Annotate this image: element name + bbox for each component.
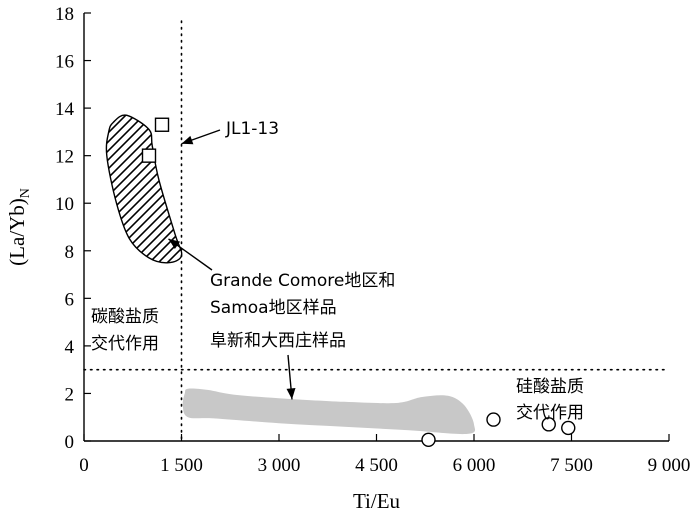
y-axis-title: (La/Yb)N xyxy=(5,188,33,266)
circle-marker xyxy=(541,417,556,432)
arrow-head xyxy=(286,388,296,400)
y-axis-title-main: (La/Yb) xyxy=(5,198,29,266)
annotation-arrows xyxy=(168,129,296,400)
y-tick-label: 16 xyxy=(55,52,74,73)
y-tick-label: 12 xyxy=(55,147,74,168)
x-tick-label: 6 000 xyxy=(453,455,496,476)
circle-marker xyxy=(486,412,501,427)
hatch-line xyxy=(433,75,660,302)
hatch-line xyxy=(397,75,624,302)
hatch-line xyxy=(352,75,579,302)
hatch-line xyxy=(190,75,417,302)
hatch-line xyxy=(217,75,444,302)
grande-comore-samoa-field xyxy=(105,114,183,264)
hatch-line xyxy=(108,115,182,263)
field-hatched-group xyxy=(0,75,669,302)
hatch-line xyxy=(307,75,534,302)
hatch-line xyxy=(180,115,182,263)
hatch-line xyxy=(162,115,182,263)
x-tick-label: 0 xyxy=(79,455,89,476)
x-axis-ticks: 0 1 500 3 000 4 500 6 000 7 500 9 000 xyxy=(79,434,690,476)
hatch-line xyxy=(334,75,561,302)
hatch-line xyxy=(0,75,94,302)
hatch-line xyxy=(442,75,669,302)
hatch-line xyxy=(153,115,182,263)
x-tick-label: 7 500 xyxy=(550,455,593,476)
hatch-line xyxy=(106,115,182,263)
x-tick-label: 9 000 xyxy=(648,455,691,476)
annotation-carbonate-1: 碳酸盐质 xyxy=(91,307,159,327)
arrow-head xyxy=(181,135,194,145)
hatch-line xyxy=(106,115,182,263)
hatch-line xyxy=(171,115,182,263)
circle-marker xyxy=(561,420,576,436)
y-tick-label: 14 xyxy=(55,99,75,120)
hatch-line xyxy=(271,75,498,302)
hatch-line xyxy=(289,75,516,302)
field-grey-group xyxy=(182,388,476,435)
x-axis-title: Ti/Eu xyxy=(353,489,401,513)
hatch-line xyxy=(106,115,182,263)
hatch-line xyxy=(106,115,182,263)
hatch-line xyxy=(106,115,182,263)
annotation-fuxin-dazhuang: 阜新和大西庄样品 xyxy=(210,331,346,351)
square-marker xyxy=(154,117,170,132)
hatch-line xyxy=(226,75,453,302)
x-tick-label: 4 500 xyxy=(355,455,398,476)
annotation-samoa: Samoa地区样品 xyxy=(210,298,337,318)
hatch-line xyxy=(280,75,507,302)
hatch-line xyxy=(316,75,543,302)
hatch-line xyxy=(106,115,182,263)
hatch-line xyxy=(106,115,182,263)
hatch-line xyxy=(244,75,471,302)
y-axis-ticks: 0 2 4 6 8 10 12 14 16 18 xyxy=(55,4,91,453)
hatch-line xyxy=(235,75,462,302)
hatch-line xyxy=(262,75,489,302)
arrow-head xyxy=(168,238,181,249)
annotation-jl1-13: JL1-13 xyxy=(225,119,279,139)
y-tick-label: 6 xyxy=(65,289,75,310)
hatch-line xyxy=(135,115,182,263)
hatch-line xyxy=(106,115,182,263)
hatch-line xyxy=(106,115,182,263)
annotation-silicate-2: 交代作用 xyxy=(516,403,584,423)
x-tick-label: 3 000 xyxy=(258,455,301,476)
hatch-line xyxy=(379,75,606,302)
hatch-line xyxy=(106,115,182,263)
data-markers xyxy=(141,117,576,448)
hatch-line xyxy=(298,75,525,302)
hatch-line xyxy=(424,75,651,302)
square-marker xyxy=(141,148,157,163)
hatch-line xyxy=(406,75,633,302)
hatch-line xyxy=(106,115,182,263)
hatch-line xyxy=(370,75,597,302)
hatch-line xyxy=(388,75,615,302)
annotation-carbonate-2: 交代作用 xyxy=(91,334,159,354)
y-tick-label: 4 xyxy=(65,337,75,358)
hatch-line xyxy=(253,75,480,302)
hatch-line xyxy=(208,75,435,302)
annotation-grande-comore: Grande Comore地区和 xyxy=(210,271,395,291)
hatch-line xyxy=(343,75,570,302)
hatch-line xyxy=(106,115,182,263)
circle-marker xyxy=(421,432,436,448)
y-tick-label: 8 xyxy=(65,242,75,263)
hatch-line xyxy=(325,75,552,302)
hatch-line xyxy=(117,115,182,263)
y-tick-label: 2 xyxy=(65,384,75,405)
y-tick-label: 0 xyxy=(65,432,75,453)
hatch-line xyxy=(199,75,426,302)
fuxin-dazhuang-field xyxy=(182,388,476,435)
x-tick-label: 1 500 xyxy=(160,455,203,476)
hatch-line xyxy=(144,115,182,263)
y-tick-label: 10 xyxy=(55,194,74,215)
annotation-silicate-1: 硅酸盐质 xyxy=(516,377,584,397)
hatch-line xyxy=(361,75,588,302)
y-tick-label: 18 xyxy=(55,4,74,25)
hatch-line xyxy=(415,75,642,302)
y-axis-title-subscript: N xyxy=(18,188,33,198)
hatch-line xyxy=(0,75,103,302)
